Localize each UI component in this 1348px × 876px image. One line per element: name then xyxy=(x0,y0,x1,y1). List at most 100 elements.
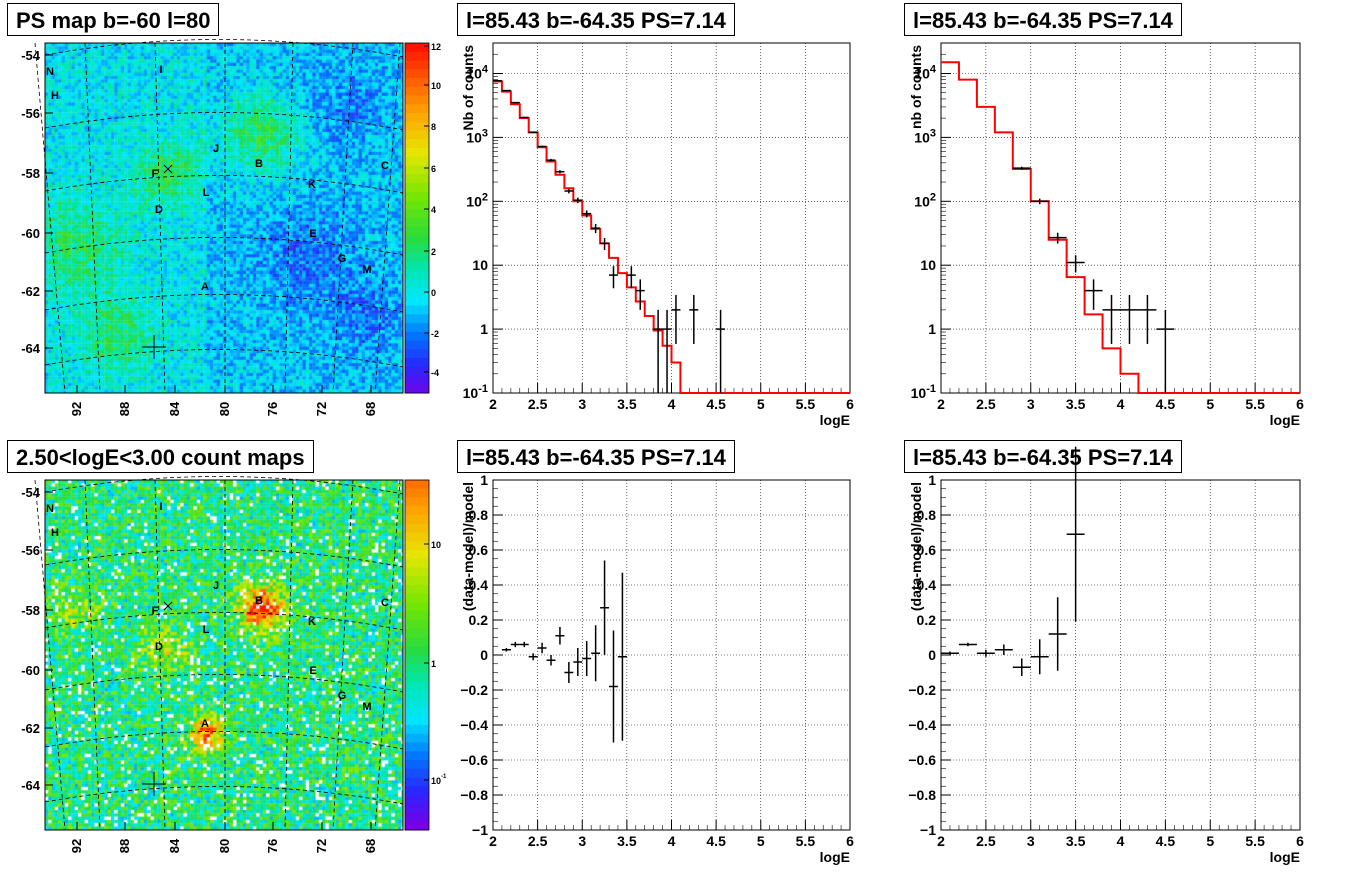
palette-tick: 10 xyxy=(431,540,441,550)
model-histogram xyxy=(493,80,850,394)
palette-cell xyxy=(405,681,429,691)
x-tick-label: 4 xyxy=(1117,396,1125,412)
palette-cell xyxy=(405,550,429,560)
x-tick-label: 3.5 xyxy=(617,396,637,412)
x-tick-label: 4 xyxy=(668,396,676,412)
y-tick-label: 0.6 xyxy=(469,542,489,558)
y-tick-label: 0.8 xyxy=(469,507,489,523)
palette-cell xyxy=(405,558,429,568)
palette-cell xyxy=(405,637,429,647)
y-tick-label: −0.6 xyxy=(908,752,936,768)
latitude-line xyxy=(44,349,404,368)
x-axis-label: logE xyxy=(1270,412,1300,428)
palette-cell xyxy=(405,86,429,96)
x-tick-label: 2 xyxy=(489,833,497,849)
palette-cell xyxy=(405,200,429,210)
y-tick-label: 0.4 xyxy=(469,577,489,593)
map-y-tick: -56 xyxy=(21,106,40,121)
map-x-tick: 80 xyxy=(217,402,232,416)
y-tick-label: 10-1 xyxy=(463,383,488,401)
plot-residual-left: 2 2.5 3 3.5 4 4.5 5 5.5 6 −1 −0.8 −0.6 −0.4 −0.2 0 0.2 0… xyxy=(460,472,854,865)
map-y-tick: -62 xyxy=(21,721,40,736)
map-y-tick: -56 xyxy=(21,543,40,558)
palette-cell xyxy=(405,113,429,123)
palette-cell xyxy=(405,707,429,717)
map-palette-1: 12 10 8 6 4 2 0 -2 -4 xyxy=(404,42,441,394)
palette-cell xyxy=(405,777,429,787)
source-label-m: M xyxy=(362,264,371,276)
y-tick-label: 1 xyxy=(928,321,936,337)
x-tick-label: 4.5 xyxy=(1156,833,1176,849)
y-tick-label: −0.6 xyxy=(460,752,488,768)
source-label-n: N xyxy=(46,503,54,515)
x-tick-label: 6 xyxy=(1296,833,1304,849)
palette-cell xyxy=(405,725,429,735)
x-tick-label: 4.5 xyxy=(706,833,726,849)
map-y-tick: -64 xyxy=(21,778,41,793)
latitude-line xyxy=(44,294,404,313)
x-tick-label: 2 xyxy=(937,833,945,849)
palette-cell xyxy=(405,585,429,595)
palette-cell xyxy=(405,716,429,726)
palette-frame xyxy=(404,479,430,831)
palette-cell xyxy=(405,593,429,603)
palette-cell xyxy=(405,78,429,88)
longitude-line xyxy=(34,42,66,394)
palette-tick: 6 xyxy=(431,164,436,174)
x-axis-label: logE xyxy=(820,412,850,428)
x-tick-label: 3.5 xyxy=(1066,396,1086,412)
x-tick-label: 3.5 xyxy=(617,833,637,849)
palette-cell xyxy=(405,305,429,315)
map-x-tick: 80 xyxy=(217,839,232,853)
x-tick-label: 3 xyxy=(578,396,586,412)
x-tick-label: 3 xyxy=(1027,396,1035,412)
palette-cell xyxy=(405,733,429,743)
source-label-n: N xyxy=(46,66,54,78)
palette-cell xyxy=(405,690,429,700)
palette-cell xyxy=(405,506,429,516)
longitude-line xyxy=(332,479,354,831)
map-x-tick: 88 xyxy=(117,402,132,416)
palette-cell xyxy=(405,786,429,796)
palette-cell xyxy=(405,349,429,359)
map-x-tick: 92 xyxy=(69,402,84,416)
palette-cell xyxy=(405,602,429,612)
palette-cell xyxy=(405,244,429,254)
palette-tick: 4 xyxy=(431,205,436,215)
plot-frame xyxy=(492,42,851,394)
palette-cell xyxy=(405,567,429,577)
plot-frame xyxy=(940,479,1301,831)
x-tick-label: 5 xyxy=(1206,833,1214,849)
palette-cell xyxy=(405,698,429,708)
palette-cell xyxy=(405,261,429,271)
position-marker xyxy=(142,772,166,796)
palette-tick: -2 xyxy=(431,329,439,339)
x-tick-label: 2 xyxy=(489,396,497,412)
y-axis-label: (data-model)/model xyxy=(460,482,476,611)
map-x-tick: 92 xyxy=(69,839,84,853)
latitude-line xyxy=(44,476,404,495)
palette-cell xyxy=(405,104,429,114)
x-tick-label: 5.5 xyxy=(796,396,816,412)
map-x-tick: 76 xyxy=(265,839,280,853)
palette-cell xyxy=(405,148,429,158)
map-y-tick: -54 xyxy=(21,485,41,500)
ps-map-title: PS map b=-60 l=80 xyxy=(7,3,220,36)
x-tick-label: 4 xyxy=(668,833,676,849)
palette-cell xyxy=(405,812,429,822)
palette-cell xyxy=(405,156,429,166)
map-x-tick: 84 xyxy=(167,838,182,853)
map-frame xyxy=(44,479,404,831)
y-tick-label: 0.8 xyxy=(917,507,937,523)
palette-cell xyxy=(405,655,429,665)
spectrum-left-title: l=85.43 b=-64.35 PS=7.14 xyxy=(457,3,735,36)
palette-cell xyxy=(405,139,429,149)
source-label-f: F xyxy=(152,168,159,180)
palette-cell xyxy=(405,628,429,638)
palette-cell xyxy=(405,183,429,193)
palette-cell xyxy=(405,218,429,228)
map-x-tick: 84 xyxy=(167,401,182,416)
source-label-g: G xyxy=(338,253,347,265)
y-axis-label: (data-model)/model xyxy=(908,482,924,611)
palette-cell xyxy=(405,768,429,778)
